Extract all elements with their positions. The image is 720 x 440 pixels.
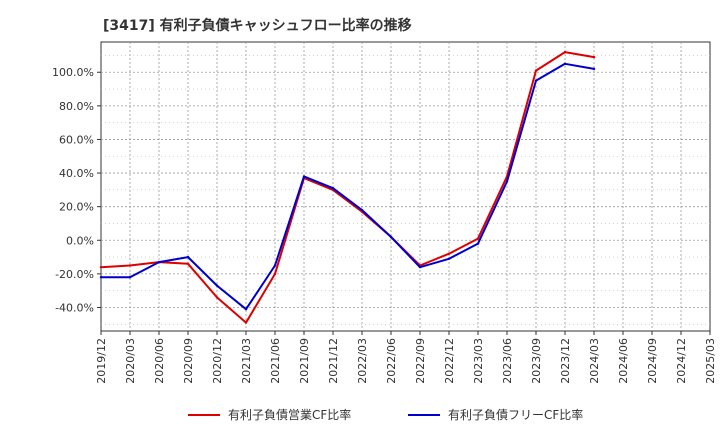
x-tick-label: 2022/06	[385, 338, 398, 384]
data-point	[244, 321, 248, 324]
series-line-0	[100, 51, 595, 324]
data-point	[447, 257, 451, 260]
data-point	[273, 264, 277, 267]
y-axis: -40.0% -20.0% 0.0% 20.0% 40.0% 60.0% 80.0% 100.…	[52, 66, 101, 314]
data-point	[447, 252, 451, 255]
plot-area	[100, 41, 711, 332]
data-point	[505, 180, 509, 183]
y-tick-label: 60.0%	[59, 133, 94, 146]
x-tick-label: 2021/03	[240, 338, 253, 384]
legend-label-free-cf: 有利子負債フリーCF比率	[448, 407, 583, 422]
x-tick-label: 2024/09	[646, 338, 659, 384]
x-tick-label: 2023/12	[559, 338, 572, 384]
data-point	[215, 296, 219, 299]
x-tick-label: 2024/12	[675, 338, 688, 384]
data-point	[128, 264, 132, 267]
y-tick-label: -40.0%	[55, 301, 94, 314]
data-point	[157, 260, 161, 264]
data-point	[215, 284, 219, 287]
x-tick-label: 2022/12	[443, 338, 456, 384]
chart-title: [3417] 有利子負債キャッシュフロー比率の推移	[103, 17, 412, 34]
x-tick-label: 2019/12	[95, 338, 108, 384]
data-point	[534, 79, 538, 82]
data-point	[244, 307, 248, 311]
series-line-1	[101, 62, 595, 311]
series-lines	[99, 50, 596, 324]
data-point	[592, 55, 596, 59]
data-point	[563, 62, 567, 66]
y-tick-label: 20.0%	[59, 201, 94, 214]
x-tick-label: 2021/06	[269, 338, 282, 384]
data-point	[99, 265, 103, 269]
y-tick-label: 40.0%	[59, 167, 94, 180]
y-tick-label: 100.0%	[52, 66, 94, 79]
data-point	[592, 67, 596, 71]
x-tick-label: 2024/03	[588, 338, 601, 384]
x-tick-label: 2020/09	[182, 338, 195, 384]
x-tick-label: 2021/09	[298, 338, 311, 384]
x-tick-label: 2023/03	[472, 338, 485, 384]
data-point	[476, 242, 480, 245]
x-tick-label: 2020/12	[211, 338, 224, 384]
y-tick-label: 0.0%	[66, 234, 94, 247]
x-tick-label: 2020/03	[124, 338, 137, 384]
grid	[101, 42, 710, 331]
y-tick-label: 80.0%	[59, 100, 94, 113]
data-point	[534, 69, 538, 72]
x-tick-label: 2025/03	[704, 338, 717, 384]
x-tick-label: 2024/06	[617, 338, 630, 384]
legend-label-operating-cf: 有利子負債営業CF比率	[228, 407, 351, 422]
data-point	[360, 208, 364, 212]
data-point	[563, 50, 567, 54]
data-point	[128, 276, 132, 279]
x-tick-label: 2022/03	[356, 338, 369, 384]
data-point	[331, 186, 335, 190]
data-point	[302, 175, 306, 178]
x-axis: 2019/12 2020/03 2020/06 2020/09 2020/12 2021/…	[95, 331, 717, 384]
x-tick-label: 2020/06	[153, 338, 166, 384]
data-point	[99, 276, 103, 279]
x-tick-label: 2023/09	[530, 338, 543, 384]
data-point	[418, 265, 422, 269]
data-point	[186, 255, 190, 259]
x-tick-label: 2023/06	[501, 338, 514, 384]
legend: 有利子負債営業CF比率 有利子負債フリーCF比率	[188, 407, 583, 422]
x-tick-label: 2022/09	[414, 338, 427, 384]
x-tick-label: 2021/12	[327, 338, 340, 384]
data-point	[389, 235, 393, 239]
y-tick-label: -20.0%	[55, 268, 94, 281]
data-point	[186, 262, 190, 265]
data-point	[273, 272, 277, 276]
data-point	[476, 237, 480, 240]
